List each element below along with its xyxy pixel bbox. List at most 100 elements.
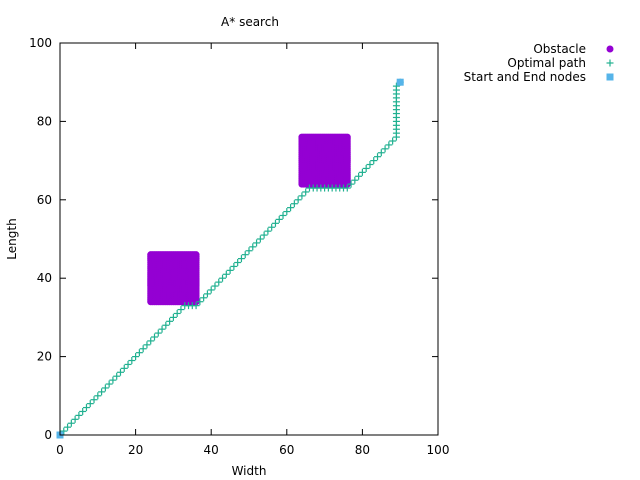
path-point: [139, 345, 147, 353]
path-point: [249, 243, 257, 251]
y-tick-label: 60: [37, 193, 52, 207]
y-tick-label: 80: [37, 114, 52, 128]
path-point: [268, 223, 276, 231]
x-tick-label: 20: [128, 443, 143, 457]
path-point: [135, 349, 143, 357]
path-point: [67, 419, 75, 427]
plot-frame: [59, 42, 439, 436]
path-point: [200, 294, 208, 302]
path-point: [128, 357, 136, 365]
path-point: [377, 149, 385, 157]
path-point: [109, 376, 117, 384]
path-point: [245, 247, 253, 255]
path-point: [113, 372, 121, 380]
path-point: [90, 396, 98, 404]
path-point: [82, 404, 90, 412]
y-tick-label: 20: [37, 350, 52, 364]
node-point: [396, 78, 404, 86]
series-obstacle: [147, 133, 351, 306]
path-point: [351, 176, 359, 184]
path-point: [203, 290, 211, 298]
legend-marker: [606, 45, 614, 53]
path-point: [283, 208, 291, 216]
axes: 0 20 40 60 80 100 0 20 40 60 80 100: [29, 36, 449, 457]
path-point: [256, 235, 264, 243]
path-point: [343, 184, 351, 192]
chart-title: A* search: [221, 15, 279, 29]
path-point: [158, 325, 166, 333]
path-point: [222, 270, 230, 278]
path-point: [347, 180, 355, 188]
path-point: [154, 329, 162, 337]
path-point: [287, 204, 295, 212]
path-point: [207, 286, 215, 294]
path-point: [215, 278, 223, 286]
path-point: [162, 321, 170, 329]
path-point: [385, 141, 393, 149]
y-axis-label: Length: [5, 218, 19, 259]
path-point: [177, 306, 185, 314]
path-point: [362, 164, 370, 172]
path-point: [271, 219, 279, 227]
x-axis-label: Width: [232, 464, 267, 478]
path-point: [294, 196, 302, 204]
path-point: [279, 211, 287, 219]
path-point: [370, 157, 378, 165]
series-optimal-path: [56, 78, 404, 439]
path-point: [147, 337, 155, 345]
obstacle-point: [343, 133, 351, 141]
legend-label: Obstacle: [533, 42, 586, 56]
path-point: [211, 282, 219, 290]
legend-label: Start and End nodes: [464, 70, 586, 84]
path-point: [355, 172, 363, 180]
path-point: [169, 313, 177, 321]
path-point: [196, 298, 204, 306]
y-tick-label: 0: [44, 428, 52, 442]
legend-marker: [606, 59, 614, 67]
plot-marks: [56, 78, 404, 439]
path-point: [166, 317, 174, 325]
path-point: [290, 200, 298, 208]
path-point: [143, 341, 151, 349]
path-point: [374, 153, 382, 161]
path-point: [75, 411, 83, 419]
x-tick-label: 60: [279, 443, 294, 457]
y-tick-label: 40: [37, 271, 52, 285]
path-point: [124, 360, 132, 368]
path-point: [64, 423, 72, 431]
path-point: [381, 145, 389, 153]
path-point: [151, 333, 158, 341]
path-point: [226, 266, 234, 274]
path-point: [275, 215, 283, 223]
path-point: [132, 353, 140, 361]
path-point: [260, 231, 268, 239]
legend-label: Optimal path: [507, 56, 586, 70]
x-tick-label: 0: [56, 443, 64, 457]
path-point: [389, 137, 397, 145]
path-point: [358, 168, 366, 176]
path-point: [120, 364, 128, 372]
path-point: [116, 368, 124, 376]
obstacle-point: [192, 251, 200, 259]
path-point: [298, 192, 306, 200]
path-point: [366, 161, 374, 169]
x-tick-label: 80: [355, 443, 370, 457]
x-tick-label: 100: [427, 443, 450, 457]
path-point: [192, 302, 200, 310]
path-point: [71, 415, 79, 423]
path-point: [219, 274, 227, 282]
path-point: [86, 400, 94, 408]
path-point: [234, 259, 242, 267]
path-point: [241, 251, 249, 259]
path-point: [105, 380, 113, 388]
path-point: [253, 239, 261, 247]
path-point: [302, 188, 310, 196]
path-point: [98, 388, 106, 396]
path-point: [79, 407, 87, 415]
x-tick-label: 40: [204, 443, 219, 457]
path-point: [264, 227, 272, 235]
path-point: [173, 309, 181, 317]
path-point: [237, 255, 245, 263]
